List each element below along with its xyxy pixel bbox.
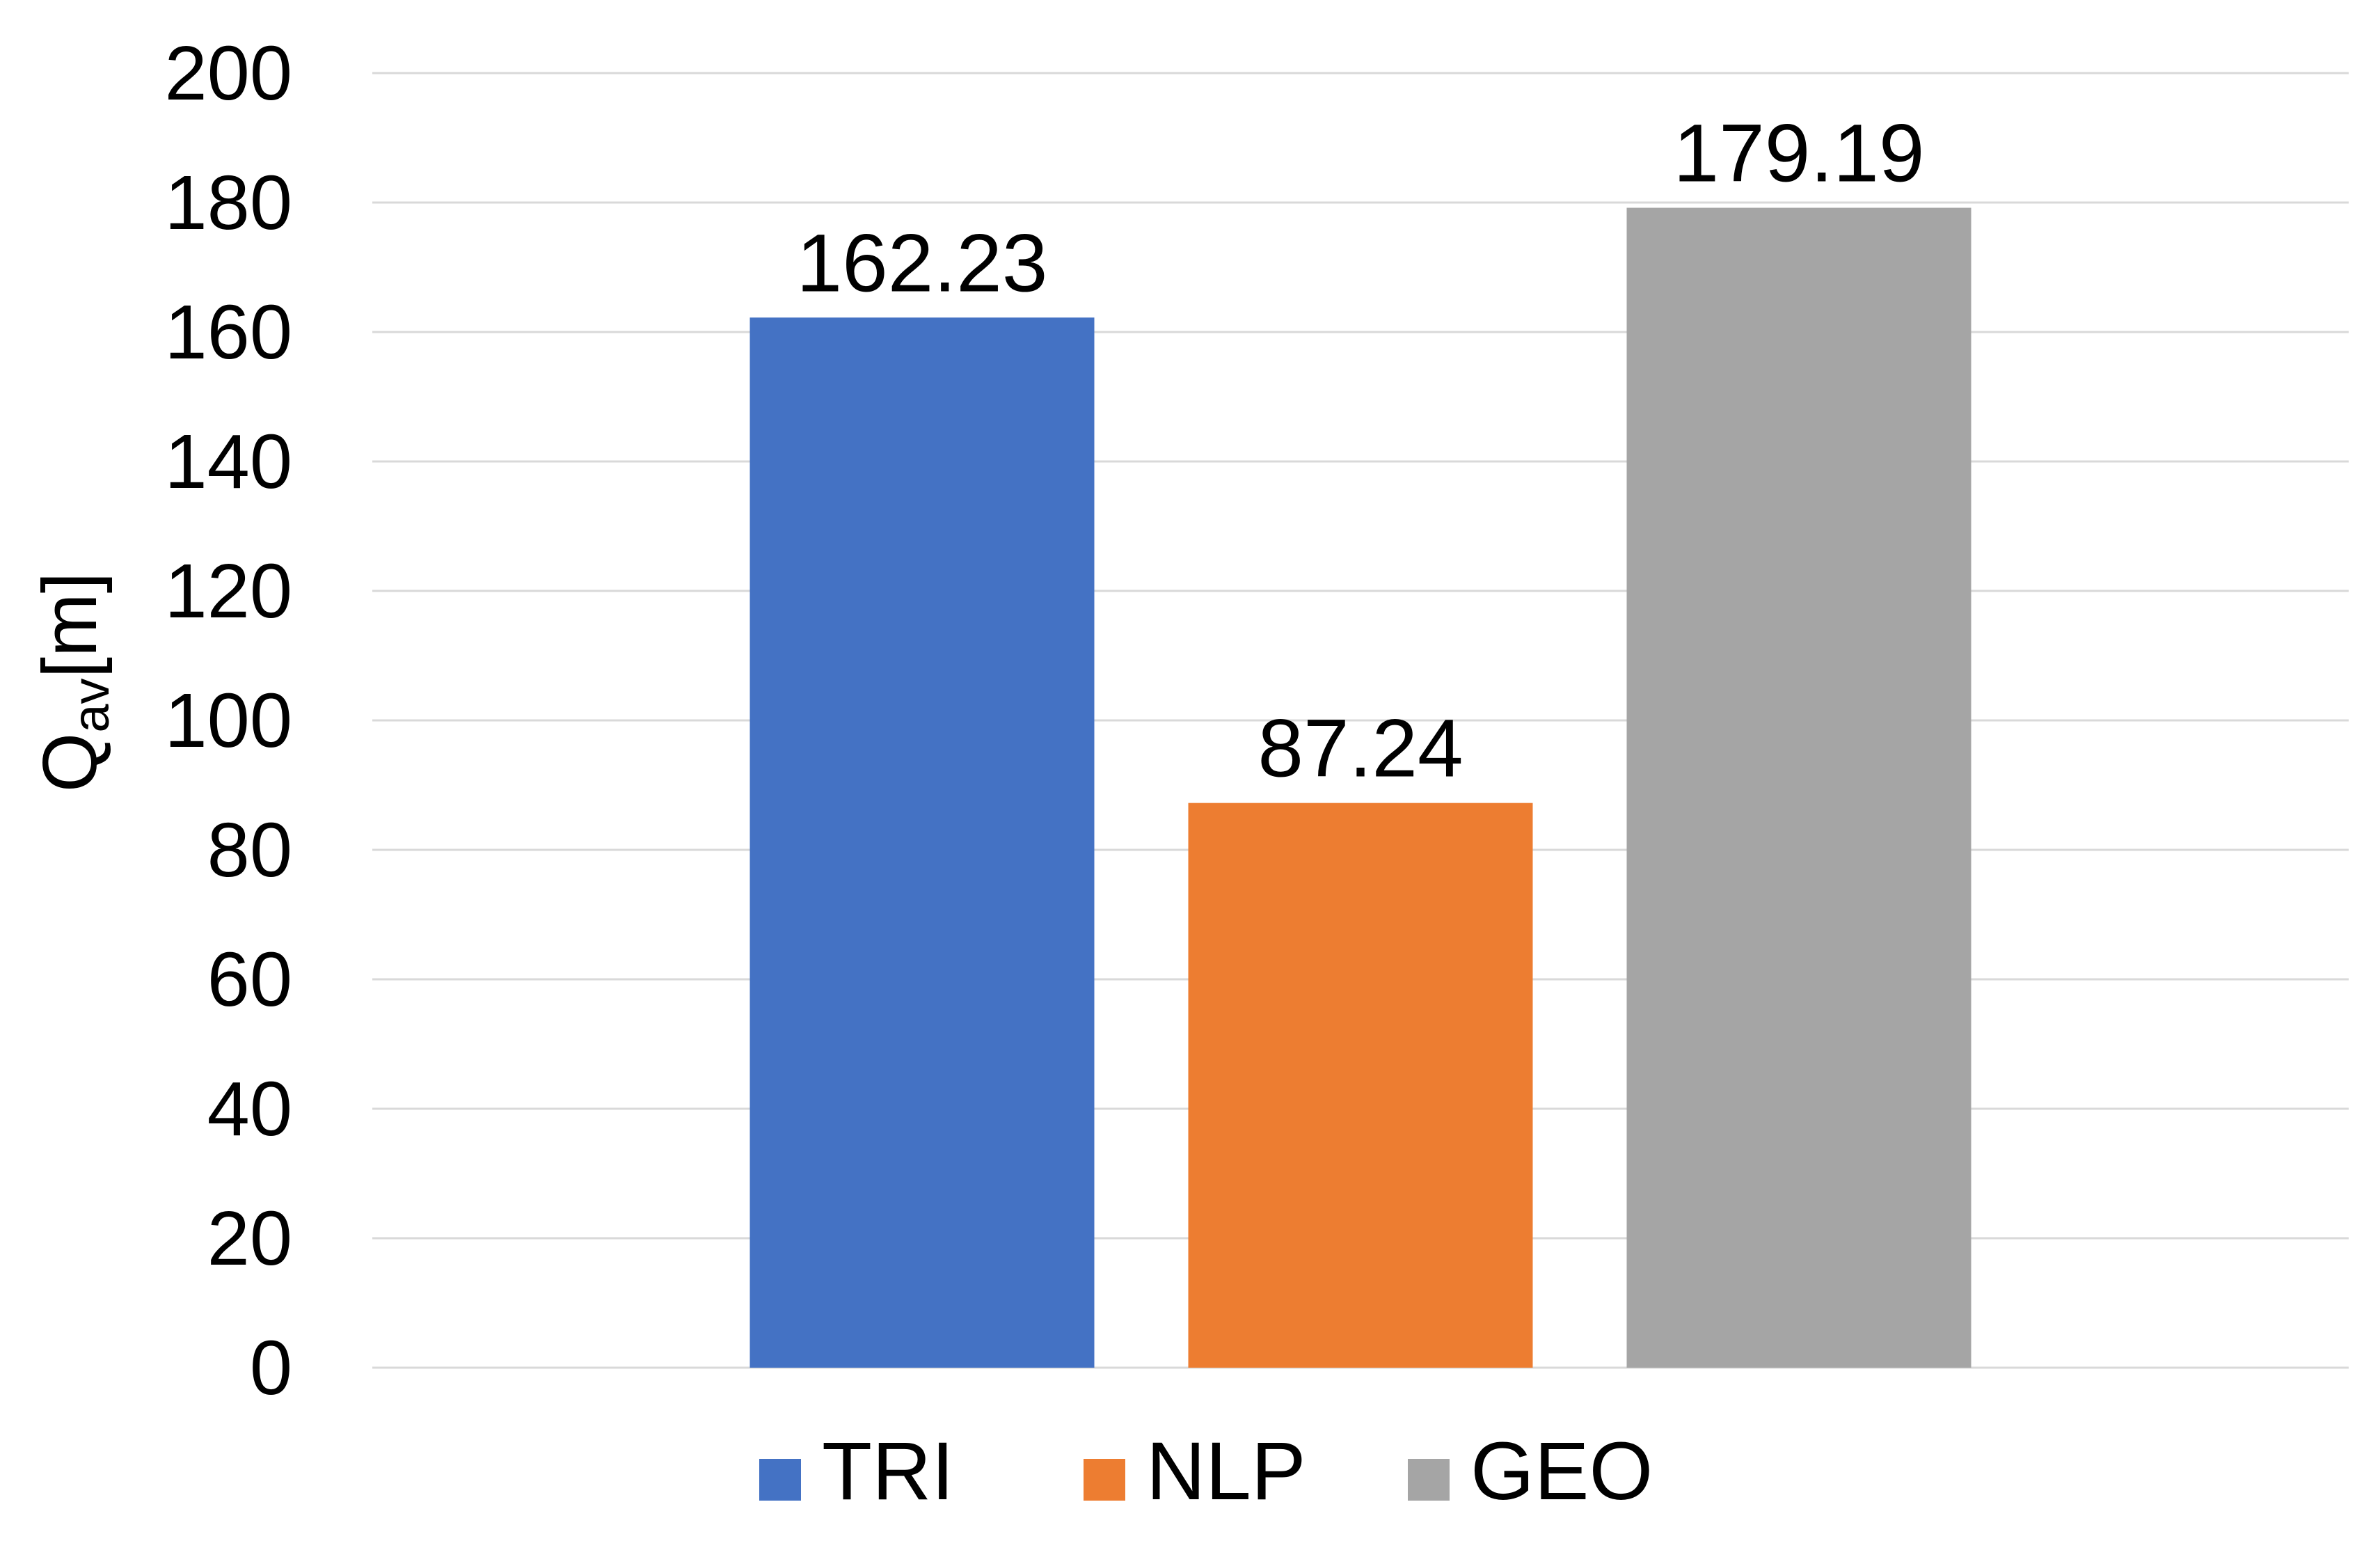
- y-tick-label: 200: [164, 31, 292, 116]
- y-tick-label: 40: [207, 1066, 292, 1152]
- y-tick-label: 120: [164, 548, 292, 634]
- y-tick-label: 60: [207, 937, 292, 1022]
- data-label: 162.23: [797, 217, 1048, 309]
- y-tick-label: 0: [250, 1325, 292, 1411]
- y-tick-label: 80: [207, 807, 292, 893]
- y-tick-label: 160: [164, 290, 292, 375]
- legend-label-nlp: NLP: [1146, 1425, 1306, 1517]
- bar-tri: [749, 317, 1095, 1368]
- y-tick-label: 140: [164, 419, 292, 505]
- legend: TRI NLP GEO: [759, 1425, 1653, 1517]
- y-tick-label: 20: [207, 1196, 292, 1281]
- legend-swatch-geo: [1408, 1459, 1450, 1501]
- y-tick-label: 180: [164, 160, 292, 246]
- bar-geo: [1626, 207, 1972, 1368]
- y-axis-ticks: 0 20 40 60 80 100 120 140 160 180 200: [164, 31, 292, 1411]
- bars: [749, 207, 1972, 1368]
- data-label: 87.24: [1258, 703, 1463, 795]
- y-axis-title: Qav[m]: [27, 572, 120, 792]
- legend-swatch-tri: [759, 1459, 801, 1501]
- y-axis-title-base: Q: [27, 733, 113, 793]
- bar-nlp: [1188, 803, 1533, 1368]
- y-axis-title-subscript: av: [62, 679, 120, 733]
- data-label: 179.19: [1674, 108, 1925, 200]
- legend-label-tri: TRI: [822, 1425, 954, 1517]
- y-tick-label: 100: [164, 678, 292, 764]
- y-axis-title-suffix: [m]: [27, 572, 113, 679]
- legend-swatch-nlp: [1084, 1459, 1125, 1501]
- legend-label-geo: GEO: [1470, 1425, 1653, 1517]
- data-labels: 162.23 87.24 179.19: [797, 108, 1925, 795]
